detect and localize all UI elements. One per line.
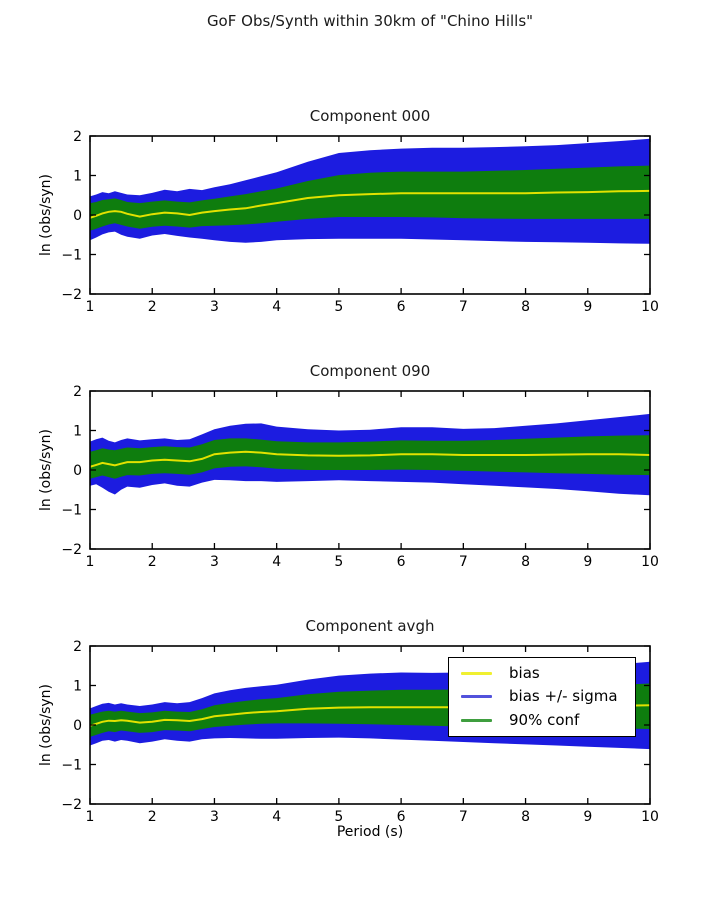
ticks [89,390,651,550]
x-tick-label: 7 [459,299,468,315]
x-tick-label: 1 [86,299,95,315]
conf-band [90,165,650,231]
x-tick-label: 9 [583,299,592,315]
bias-line-swatch [461,672,492,676]
x-tick-label: 2 [148,554,157,570]
legend-box: bias bias +/- sigma 90% conf [448,657,636,737]
figure-title: GoF Obs/Synth within 30km of "Chino Hill… [206,12,534,30]
y-tick-label: 1 [73,169,82,185]
y-tick-label: 0 [73,718,82,734]
conf-band [90,435,650,479]
legend-label: bias [509,664,540,683]
y-tick-label: 2 [73,384,82,400]
ticks [89,135,651,295]
legend-item-bias: bias [461,662,635,685]
x-tick-label: 10 [641,809,659,825]
x-tick-label: 1 [86,554,95,570]
subplot-000-title: Component 000 [309,107,431,125]
x-tick-label: 7 [459,554,468,570]
subplot-0-bands [90,138,650,244]
x-tick-label: 5 [334,554,343,570]
bias-line [90,450,650,468]
x-axis-label: Period (s) [336,824,404,840]
x-tick-label: 8 [521,554,530,570]
y-tick-label: 2 [73,129,82,145]
tick-labels: 1 2 3 4 5 6 7 8 9 10 −2 −1 0 1 2 [61,639,659,825]
sigma-band-swatch [461,695,492,699]
x-tick-label: 2 [148,809,157,825]
x-tick-label: 10 [641,299,659,315]
x-tick-label: 2 [148,299,157,315]
y-tick-label: −2 [61,287,82,303]
x-tick-label: 6 [397,554,406,570]
x-tick-label: 9 [583,809,592,825]
bias-line [90,189,650,219]
x-tick-label: 10 [641,554,659,570]
x-tick-label: 6 [397,299,406,315]
legend-item-sigma: bias +/- sigma [461,685,635,708]
x-tick-label: 4 [272,554,281,570]
y-tick-label: −1 [61,248,82,264]
x-tick-label: 3 [210,299,219,315]
x-tick-label: 9 [583,554,592,570]
x-tick-label: 4 [272,809,281,825]
x-tick-label: 5 [334,809,343,825]
x-tick-label: 3 [210,809,219,825]
legend-item-conf: 90% conf [461,709,635,732]
x-tick-label: 5 [334,299,343,315]
x-tick-label: 8 [521,809,530,825]
legend-label: bias +/- sigma [509,687,618,706]
ticks [89,645,651,805]
y-tick-label: −1 [61,503,82,519]
subplot-1-bands [90,413,650,496]
y-tick-label: 0 [73,463,82,479]
y-tick-label: −1 [61,758,82,774]
y-tick-label: −2 [61,542,82,558]
y-tick-label: 2 [73,639,82,655]
tick-labels: 1 2 3 4 5 6 7 8 9 10 −2 −1 0 1 2 [61,384,659,570]
x-tick-label: 6 [397,809,406,825]
x-tick-label: 4 [272,299,281,315]
x-tick-label: 3 [210,554,219,570]
conf-band-swatch [461,718,492,722]
y-tick-label: 1 [73,424,82,440]
subplot-avgh-title: Component avgh [305,617,435,635]
y-tick-label: 1 [73,679,82,695]
x-tick-label: 8 [521,299,530,315]
x-tick-label: 1 [86,809,95,825]
legend-label: 90% conf [509,710,580,729]
tick-labels: 1 2 3 4 5 6 7 8 9 10 −2 −1 0 1 2 [61,129,659,315]
y-tick-label: 0 [73,208,82,224]
y-tick-label: −2 [61,797,82,813]
x-tick-label: 7 [459,809,468,825]
subplot-090-title: Component 090 [309,362,431,380]
